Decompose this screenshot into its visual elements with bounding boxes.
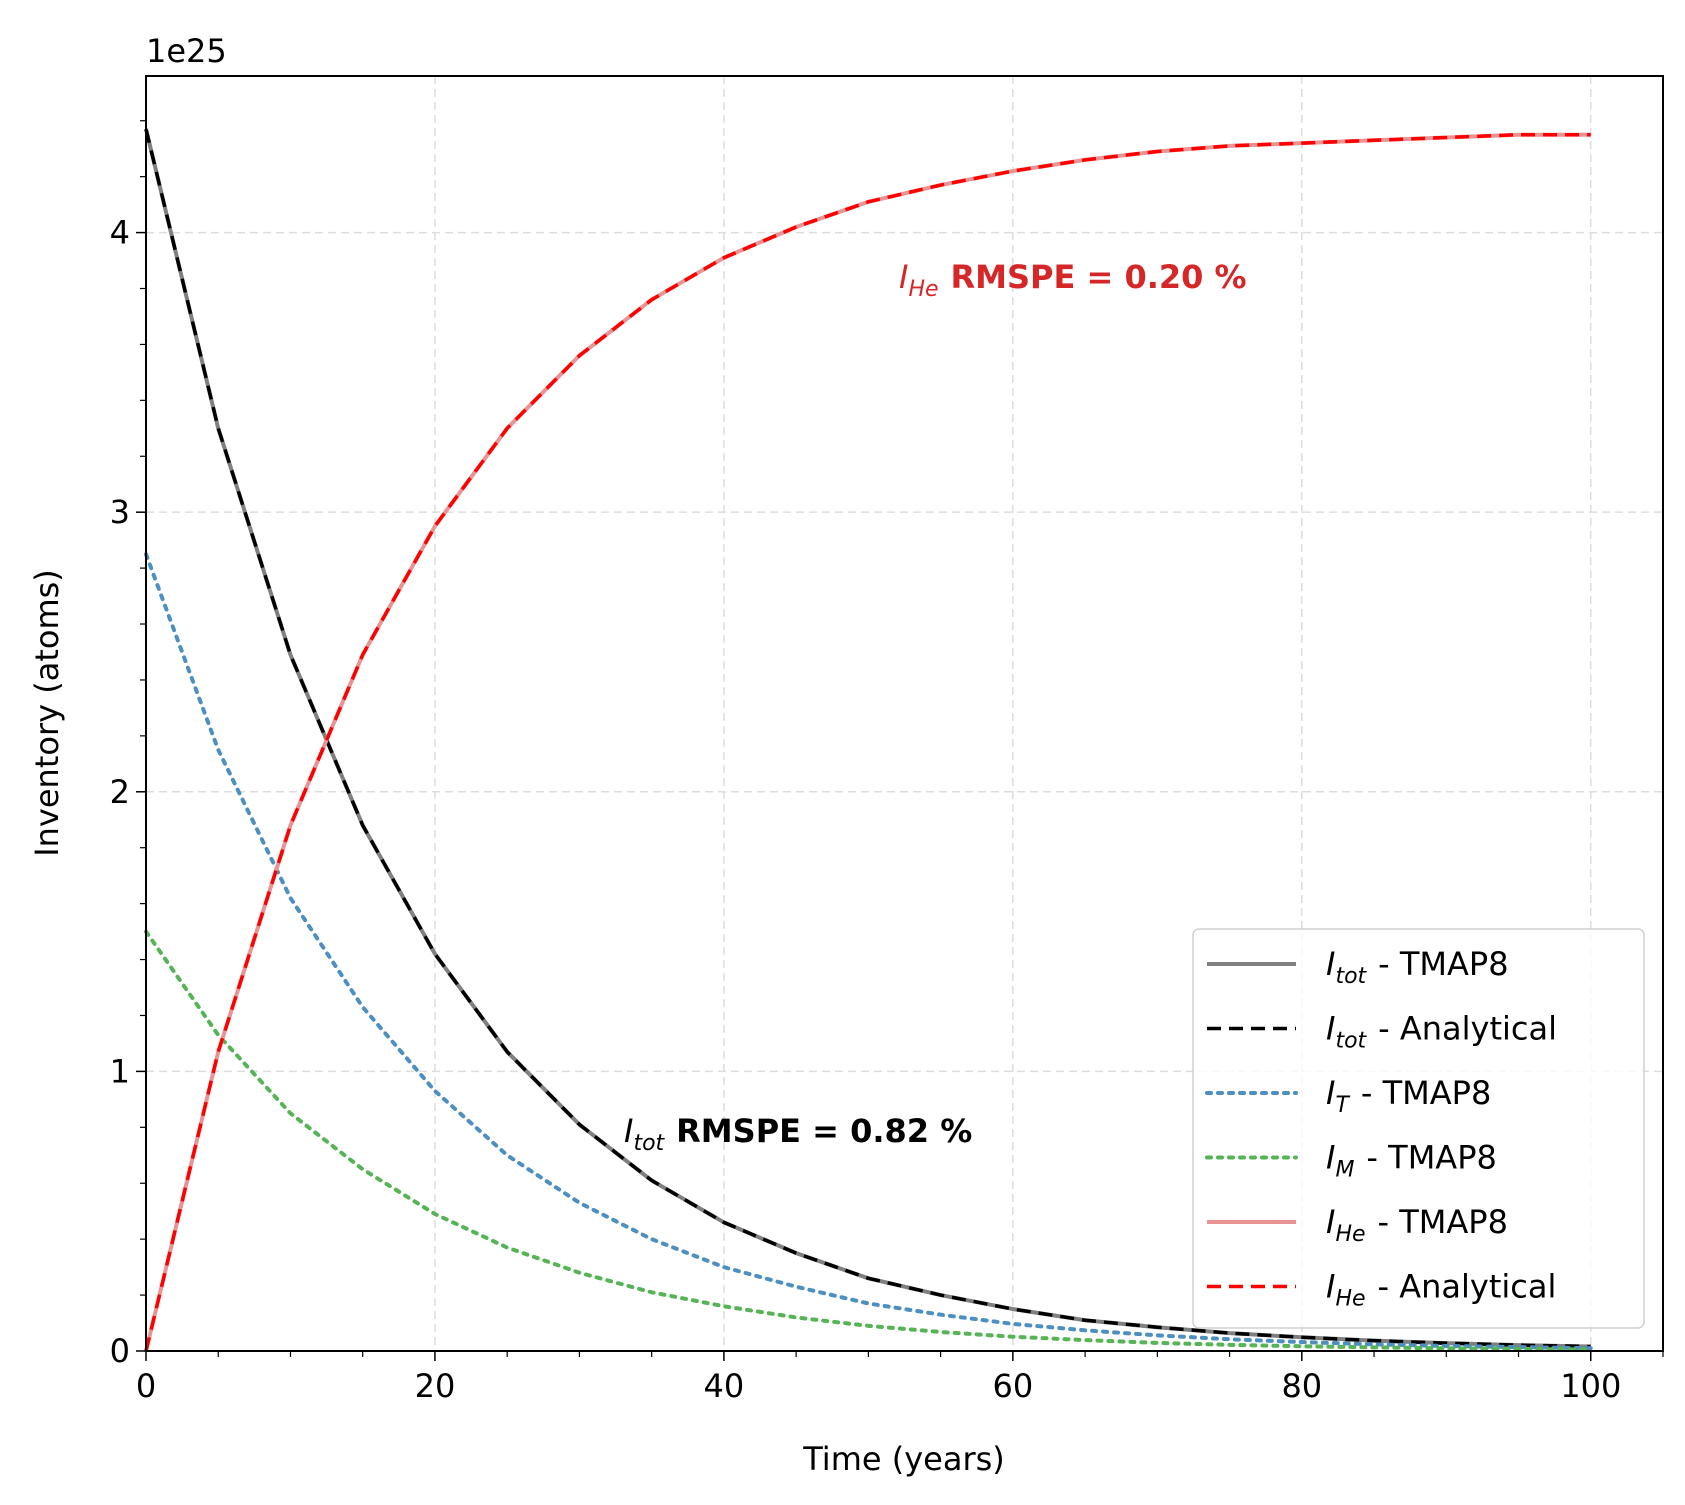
label-text: - TMAP8 [1361,1074,1491,1112]
series-line [144,132,1591,1352]
y-offset-label: 1e25 [146,32,227,70]
x-tick-label: 0 [136,1367,156,1405]
subscript: He [1335,1222,1365,1247]
subscript: He [1335,1287,1365,1312]
subscript: tot [633,1131,665,1156]
rich-label: IHe - Analytical [1326,1268,1556,1312]
subscript: M [1335,1158,1354,1183]
label-text: - Analytical [1378,1010,1557,1048]
label-text: - TMAP8 [1366,1139,1496,1177]
x-axis-label: Time (years) [802,1440,1005,1478]
rich-label: IHe - TMAP8 [1326,1203,1508,1247]
rich-label: Itot - TMAP8 [1326,945,1509,989]
symbol: I [1326,945,1335,983]
x-tick-label: 100 [1560,1367,1621,1405]
axes-frame [145,75,1664,1352]
subscript: tot [1335,1029,1367,1054]
rich-label: IHe RMSPE = 0.20 % [899,258,1247,302]
series-line [144,929,1593,1352]
rich-label: IM - TMAP8 [1326,1139,1497,1183]
symbol: I [1326,1074,1335,1112]
rich-label: Itot - Analytical [1326,1010,1557,1054]
rich-label: Itot RMSPE = 0.82 % [624,1112,972,1156]
symbol: I [1326,1203,1335,1241]
y-tick-label: 1 [110,1052,130,1090]
label-text: - Analytical [1378,1268,1557,1306]
x-tick-label: 60 [992,1367,1033,1405]
x-tick-label: 20 [415,1367,456,1405]
y-tick-label: 4 [110,214,130,252]
label-text: - TMAP8 [1378,945,1508,983]
symbol: I [1326,1139,1335,1177]
symbol: I [624,1112,633,1150]
plot-area [144,128,1593,1352]
symbol: I [1326,1010,1335,1048]
symbol: I [899,258,908,296]
x-tick-label: 40 [704,1367,745,1405]
y-axis-label: Inventory (atoms) [28,569,66,857]
y-tick-label: 0 [110,1332,130,1370]
series-line [144,128,1591,1349]
series-line [144,552,1593,1351]
label-text: - TMAP8 [1378,1203,1508,1241]
subscript: T [1335,1093,1350,1118]
subscript: He [908,277,938,302]
rich-label: IT - TMAP8 [1326,1074,1491,1118]
label-text: RMSPE = 0.20 % [951,258,1247,296]
legend-box [1192,928,1645,1329]
x-tick-label: 80 [1281,1367,1322,1405]
symbol: I [1326,1268,1335,1306]
y-tick-label: 2 [110,773,130,811]
subscript: tot [1335,964,1367,989]
y-tick-label: 3 [110,493,130,531]
label-text: RMSPE = 0.82 % [676,1112,972,1150]
